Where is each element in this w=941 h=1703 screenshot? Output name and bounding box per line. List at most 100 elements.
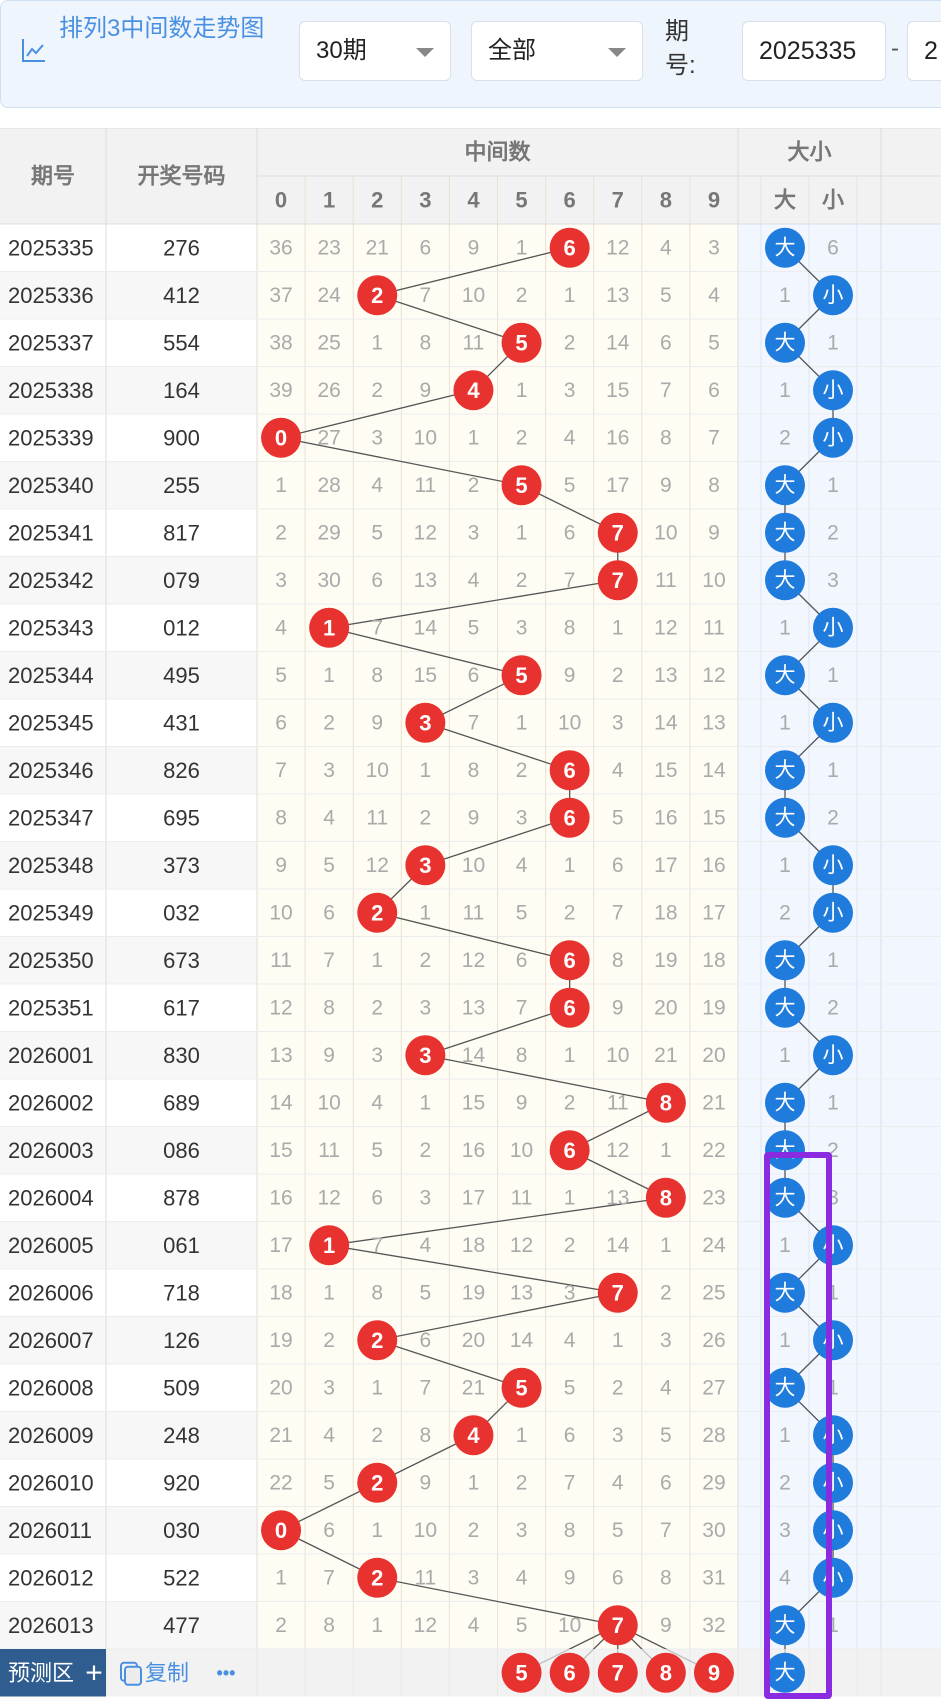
miss-value: 22 bbox=[269, 1471, 292, 1494]
forecast-ball[interactable] bbox=[693, 1652, 734, 1693]
miss-value: 11 bbox=[655, 569, 677, 592]
miss-value: 4 bbox=[275, 616, 287, 639]
miss-value: 11 bbox=[607, 1091, 629, 1114]
middle-ball-label: 2 bbox=[371, 1565, 383, 1590]
miss-value: 9 bbox=[371, 711, 383, 734]
forecast-label-cell[interactable] bbox=[0, 1649, 106, 1697]
miss-value: 7 bbox=[660, 379, 672, 402]
big-ball-label: 大 bbox=[775, 569, 796, 592]
header-size-group: 大小 bbox=[787, 140, 831, 165]
miss-value: 5 bbox=[468, 616, 480, 639]
big-ball bbox=[765, 1272, 805, 1313]
chevron-down-icon bbox=[608, 48, 626, 57]
miss-value: 12 bbox=[462, 949, 485, 972]
miss-value: 1 bbox=[516, 379, 528, 402]
miss-value: 8 bbox=[660, 426, 672, 449]
big-ball-label: 大 bbox=[775, 1091, 796, 1114]
miss-value: 16 bbox=[654, 806, 677, 829]
forecast-ball-label: 7 bbox=[612, 1660, 624, 1685]
big-miss-value: 4 bbox=[779, 1566, 791, 1589]
miss-value: 11 bbox=[414, 1566, 436, 1589]
issue-cell: 2025346 bbox=[8, 758, 94, 783]
big-ball bbox=[765, 1130, 805, 1171]
issue-cell: 2025344 bbox=[8, 663, 94, 688]
number-cell: 522 bbox=[163, 1565, 200, 1590]
header-issue: 期号 bbox=[31, 164, 75, 189]
more-button: ••• bbox=[217, 1663, 236, 1683]
forecast-ball[interactable] bbox=[501, 1652, 542, 1693]
small-ball bbox=[813, 1320, 853, 1361]
small-ball bbox=[813, 1557, 853, 1598]
middle-ball bbox=[405, 845, 446, 886]
issue-to-input[interactable]: 2 bbox=[907, 21, 941, 81]
big-ball-label: 大 bbox=[775, 664, 796, 687]
miss-value: 10 bbox=[317, 1091, 340, 1114]
row-stripe bbox=[0, 841, 257, 889]
issue-from-input[interactable]: 2025335 bbox=[742, 21, 886, 81]
big-miss-value: 3 bbox=[779, 1519, 791, 1542]
small-miss-value: 1 bbox=[827, 474, 839, 497]
trend-line bbox=[377, 294, 522, 344]
trend-line bbox=[377, 912, 570, 961]
issue-cell: 2025339 bbox=[8, 425, 94, 450]
miss-value: 9 bbox=[468, 236, 480, 259]
big-ball-label: 大 bbox=[775, 521, 796, 544]
small-ball bbox=[813, 845, 853, 886]
forecast-ball-label: 6 bbox=[564, 1660, 576, 1685]
copy-icon[interactable] bbox=[124, 1665, 142, 1686]
trend-line bbox=[425, 722, 570, 771]
miss-value: 13 bbox=[414, 569, 437, 592]
miss-value: 5 bbox=[323, 854, 335, 877]
issue-cell: 2026011 bbox=[8, 1518, 92, 1543]
miss-value: 29 bbox=[317, 521, 340, 544]
forecast-size-ball[interactable] bbox=[765, 1652, 805, 1693]
number-cell: 689 bbox=[163, 1090, 200, 1115]
miss-value: 2 bbox=[516, 569, 528, 592]
middle-ball bbox=[645, 1177, 686, 1218]
miss-value: 12 bbox=[414, 1614, 437, 1637]
miss-value: 6 bbox=[420, 1329, 432, 1352]
toolbar: 排列3中间数走势图 30期 全部 期号: 2025335 - 2 bbox=[0, 0, 941, 108]
miss-value: 1 bbox=[468, 426, 480, 449]
line-chart-icon bbox=[22, 39, 45, 62]
miss-value: 14 bbox=[654, 711, 678, 734]
miss-value: 5 bbox=[516, 1614, 528, 1637]
miss-value: 4 bbox=[612, 1471, 624, 1494]
big-ball-label: 大 bbox=[775, 236, 796, 259]
small-ball-label: 小 bbox=[823, 854, 844, 877]
big-miss-value: 1 bbox=[779, 854, 791, 877]
miss-value: 30 bbox=[702, 1519, 725, 1542]
miss-value: 2 bbox=[468, 474, 480, 497]
miss-value: 19 bbox=[702, 996, 725, 1019]
miss-value: 9 bbox=[516, 1091, 528, 1114]
forecast-ball[interactable] bbox=[645, 1652, 686, 1693]
miss-value: 7 bbox=[420, 284, 432, 307]
small-miss-value: 1 bbox=[827, 1281, 839, 1304]
middle-ball bbox=[453, 1415, 494, 1456]
miss-value: 7 bbox=[371, 616, 383, 639]
big-ball-label: 大 bbox=[775, 331, 796, 354]
type-select[interactable]: 全部 bbox=[471, 21, 643, 81]
period-select[interactable]: 30期 bbox=[299, 21, 451, 81]
issue-cell: 2025335 bbox=[8, 235, 94, 260]
forecast-size-label: 大 bbox=[775, 1661, 796, 1684]
miss-value: 6 bbox=[275, 711, 287, 734]
miss-value: 2 bbox=[564, 331, 576, 354]
miss-value: 24 bbox=[317, 284, 341, 307]
forecast-ball[interactable] bbox=[597, 1652, 638, 1693]
big-miss-value: 1 bbox=[779, 711, 791, 734]
miss-value: 12 bbox=[654, 616, 677, 639]
miss-value: 6 bbox=[323, 1519, 335, 1542]
small-ball bbox=[813, 275, 853, 316]
number-cell: 431 bbox=[163, 710, 200, 735]
row-stripe bbox=[0, 746, 257, 794]
miss-value: 21 bbox=[269, 1424, 292, 1447]
forecast-ball[interactable] bbox=[549, 1652, 590, 1693]
miss-value: 14 bbox=[510, 1329, 534, 1352]
page-title[interactable]: 排列3中间数走势图 bbox=[59, 15, 265, 42]
miss-value: 2 bbox=[660, 1281, 672, 1304]
miss-value: 1 bbox=[323, 1281, 335, 1304]
trend-line bbox=[329, 579, 618, 629]
miss-value: 4 bbox=[516, 1566, 528, 1589]
miss-value: 5 bbox=[564, 1376, 576, 1399]
